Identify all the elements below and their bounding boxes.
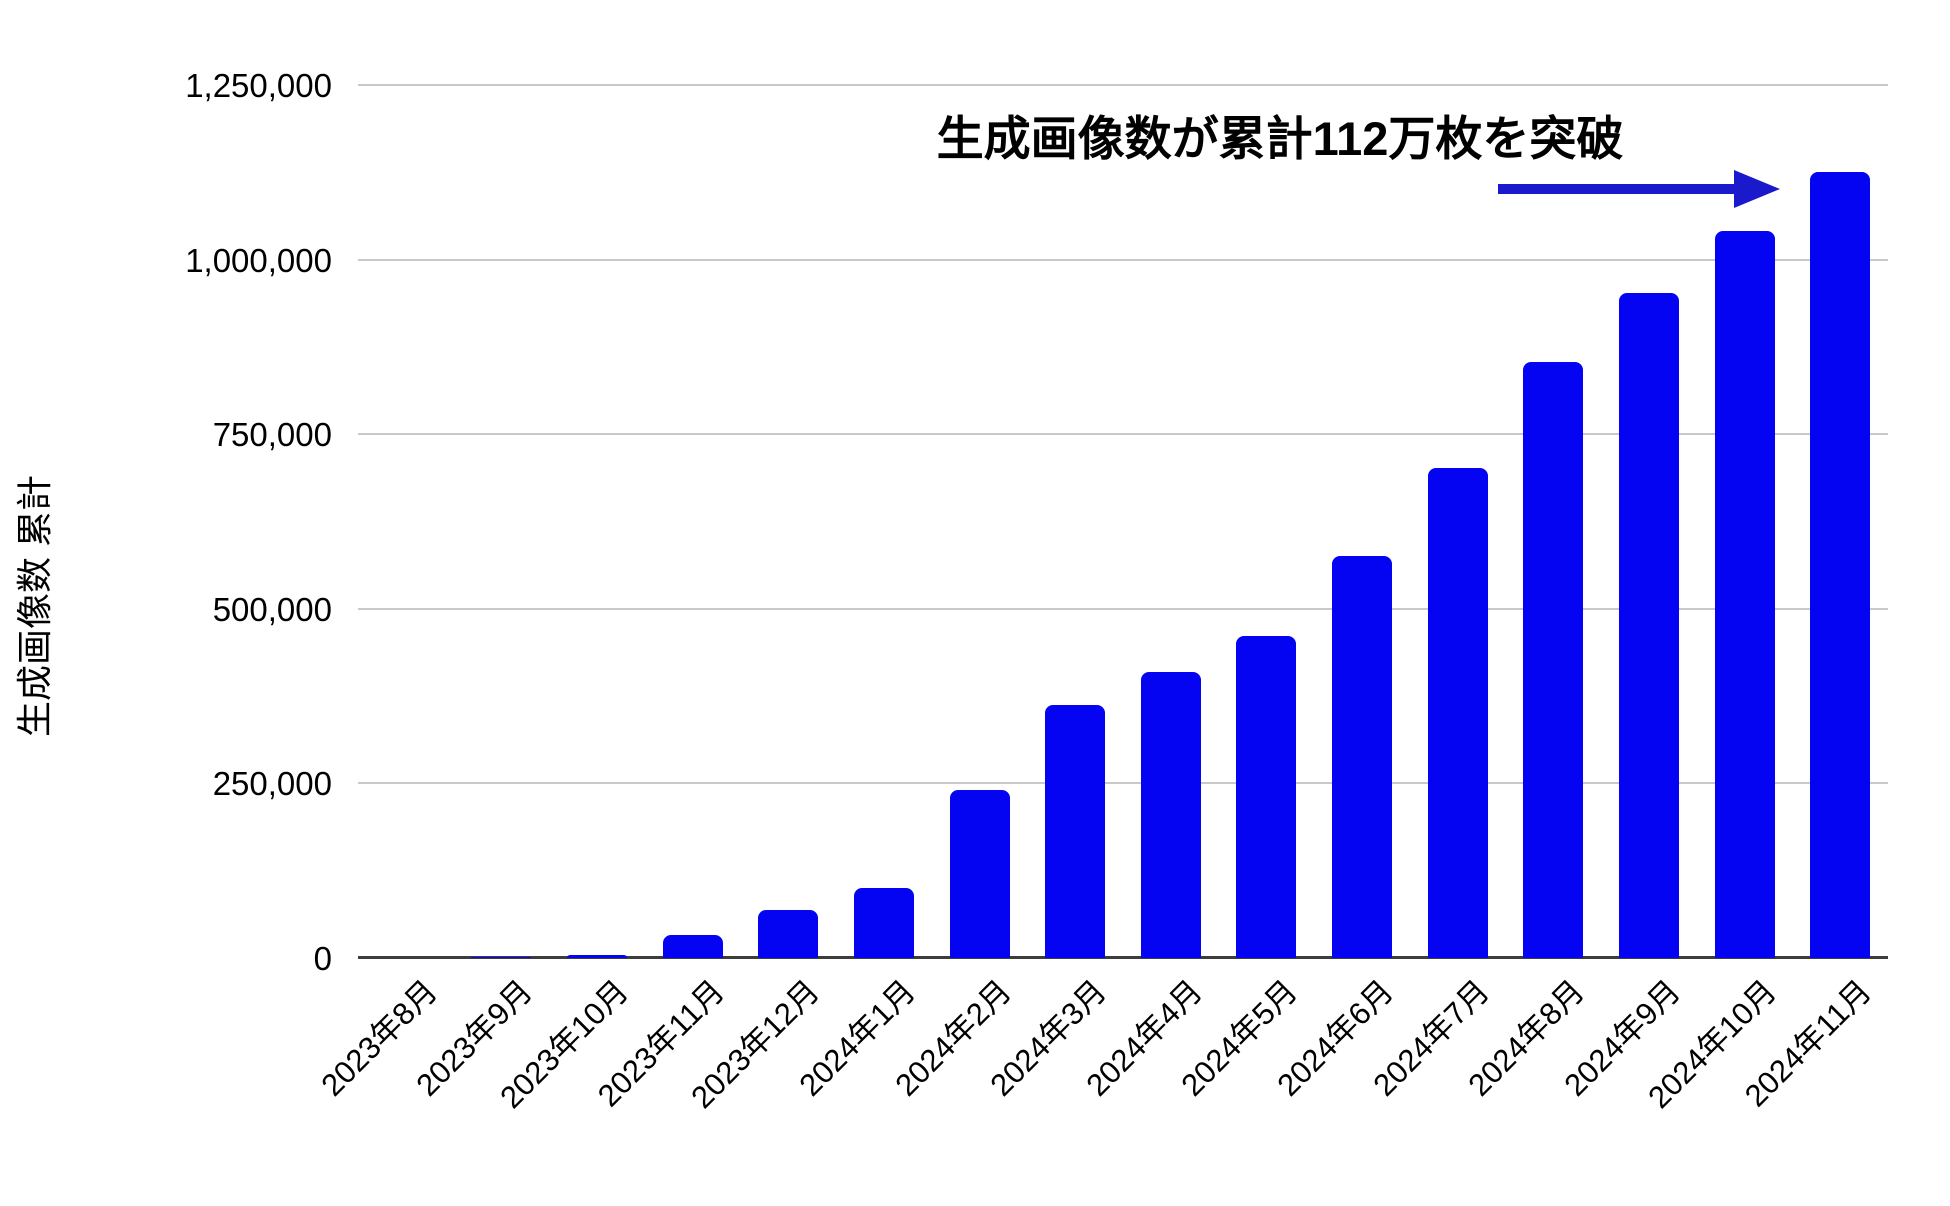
y-tick-label: 750,000 (212, 416, 332, 454)
bar-2024年2月 (949, 790, 1010, 958)
gridline (358, 433, 1888, 436)
chart-title: 生成画像数が累計112万枚を突破 (936, 112, 1624, 165)
bar-2024年10月 (1714, 230, 1775, 958)
gridline (358, 258, 1888, 261)
bar-2024年3月 (1045, 705, 1106, 958)
bar-2023年11月 (662, 934, 723, 958)
y-tick-label: 0 (313, 940, 332, 977)
bar-2024年8月 (1523, 361, 1584, 958)
bar-2024年6月 (1332, 555, 1393, 958)
bar-2024年1月 (853, 888, 914, 958)
bar-2023年9月 (471, 957, 532, 958)
bar-2024年7月 (1427, 468, 1488, 958)
plot-area (358, 84, 1888, 959)
x-axis-baseline (358, 956, 1888, 959)
gridline (358, 607, 1888, 610)
y-tick-label: 1,250,000 (185, 67, 332, 104)
trend-arrow-icon (1498, 170, 1780, 208)
bar-2024年11月 (1810, 172, 1871, 958)
bar-2023年12月 (758, 909, 819, 958)
bar-2024年9月 (1618, 293, 1679, 958)
y-tick-label: 250,000 (212, 765, 332, 803)
bar-2024年4月 (1140, 671, 1201, 958)
gridline (358, 782, 1888, 785)
y-tick-label: 500,000 (212, 590, 332, 628)
bar-2024年5月 (1236, 636, 1297, 958)
y-tick-label: 1,000,000 (185, 241, 332, 279)
bar-2023年10月 (567, 955, 628, 958)
gridline (358, 84, 1888, 86)
